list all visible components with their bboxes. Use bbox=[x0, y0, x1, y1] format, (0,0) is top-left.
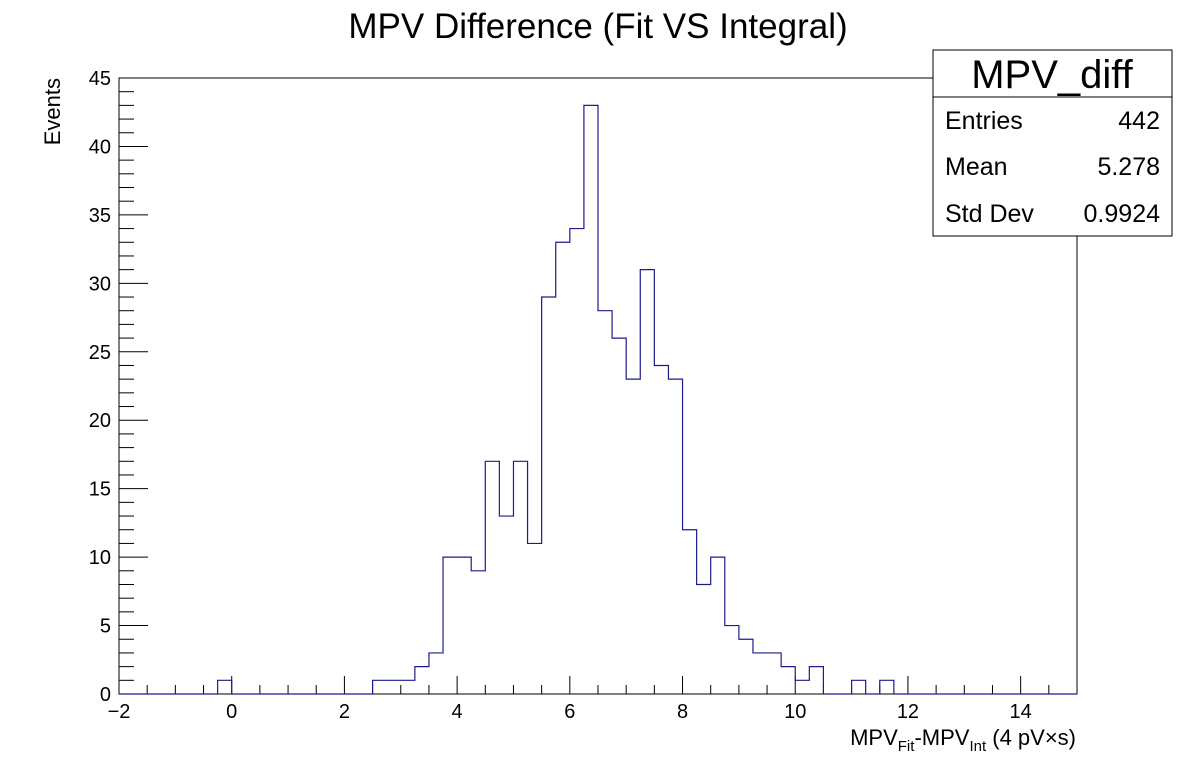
histogram-bin bbox=[795, 680, 809, 694]
x-axis-label: MPVFit-MPVInt (4 pV×s) bbox=[850, 725, 1076, 755]
x-tick-label: 14 bbox=[1010, 701, 1032, 723]
histogram-outline bbox=[119, 104, 1077, 695]
histogram-bin bbox=[570, 229, 584, 694]
histogram-bin bbox=[767, 653, 781, 694]
histogram-bin bbox=[753, 653, 767, 694]
x-tick-label: −2 bbox=[108, 701, 131, 723]
x-label-sub1: Fit bbox=[898, 738, 915, 755]
x-tick-label: 10 bbox=[784, 701, 806, 723]
y-tick-label: 40 bbox=[89, 136, 111, 158]
stats-box: MPV_diff Entries 442 Mean 5.278 Std Dev … bbox=[932, 49, 1173, 237]
x-tick-label: 0 bbox=[226, 701, 237, 723]
histogram-bin bbox=[429, 653, 443, 694]
histogram-bin bbox=[485, 461, 499, 694]
histogram-bin bbox=[387, 680, 401, 694]
histogram-bin bbox=[626, 379, 640, 694]
histogram-bin bbox=[373, 680, 387, 694]
x-label-mid: -MPV bbox=[914, 725, 969, 750]
histogram-bin bbox=[401, 680, 415, 694]
histogram-bin bbox=[542, 297, 556, 694]
histogram-bin bbox=[443, 557, 457, 694]
stats-stddev-value: 0.9924 bbox=[1084, 200, 1161, 228]
histogram-bin bbox=[528, 543, 542, 694]
x-tick-label: 2 bbox=[339, 701, 350, 723]
x-label-tail: (4 pV×s) bbox=[986, 725, 1076, 750]
histogram-bin bbox=[697, 584, 711, 694]
histogram-bins bbox=[119, 104, 1077, 695]
x-tick-label: 8 bbox=[677, 701, 688, 723]
stats-stddev-label: Std Dev bbox=[945, 200, 1034, 228]
y-axis: 0 5 10 15 20 25 30 35 40 45 bbox=[89, 68, 148, 706]
x-tick-label: 4 bbox=[452, 701, 463, 723]
histogram-bin bbox=[880, 680, 894, 694]
histogram-bin bbox=[852, 680, 866, 694]
histogram-bin bbox=[415, 667, 429, 694]
histogram-bin bbox=[654, 365, 668, 694]
stats-entries-value: 442 bbox=[1118, 107, 1160, 135]
x-axis: −2 0 2 4 6 8 10 12 14 bbox=[108, 676, 1078, 723]
histogram-bin bbox=[612, 338, 626, 694]
histogram-bin bbox=[218, 680, 232, 694]
y-tick-label: 20 bbox=[89, 410, 111, 432]
y-tick-label: 0 bbox=[100, 684, 111, 706]
histogram-bin bbox=[556, 242, 570, 694]
y-tick-label: 30 bbox=[89, 273, 111, 295]
histogram-bin bbox=[584, 105, 598, 694]
y-tick-label: 35 bbox=[89, 205, 111, 227]
x-label-main: MPV bbox=[850, 725, 898, 750]
histogram-bin bbox=[499, 516, 513, 694]
x-tick-label: 6 bbox=[564, 701, 575, 723]
histogram-bin bbox=[457, 557, 471, 694]
y-tick-label: 25 bbox=[89, 342, 111, 364]
stats-box-frame bbox=[932, 49, 1173, 237]
histogram-bin bbox=[640, 270, 654, 694]
y-axis-label: Events bbox=[40, 78, 65, 145]
stats-box-name: MPV_diff bbox=[971, 53, 1133, 97]
stats-mean-label: Mean bbox=[945, 153, 1008, 181]
histogram-bin bbox=[598, 311, 612, 694]
stats-mean-value: 5.278 bbox=[1097, 153, 1160, 181]
histogram-bin bbox=[739, 639, 753, 694]
histogram-bin bbox=[809, 667, 823, 694]
histogram-bin bbox=[725, 626, 739, 694]
histogram-bin bbox=[711, 557, 725, 694]
y-tick-label: 5 bbox=[100, 616, 111, 638]
histogram-bin bbox=[668, 379, 682, 694]
x-tick-label: 12 bbox=[897, 701, 919, 723]
histogram-bin bbox=[471, 571, 485, 694]
histogram-bin bbox=[683, 530, 697, 694]
x-label-sub2: Int bbox=[969, 738, 987, 755]
histogram-bin bbox=[513, 461, 527, 694]
histogram-bin bbox=[781, 667, 795, 694]
y-tick-label: 15 bbox=[89, 479, 111, 501]
y-tick-label: 45 bbox=[89, 68, 111, 90]
stats-entries-label: Entries bbox=[945, 107, 1023, 135]
y-tick-label: 10 bbox=[89, 547, 111, 569]
chart-title: MPV Difference (Fit VS Integral) bbox=[348, 7, 847, 46]
